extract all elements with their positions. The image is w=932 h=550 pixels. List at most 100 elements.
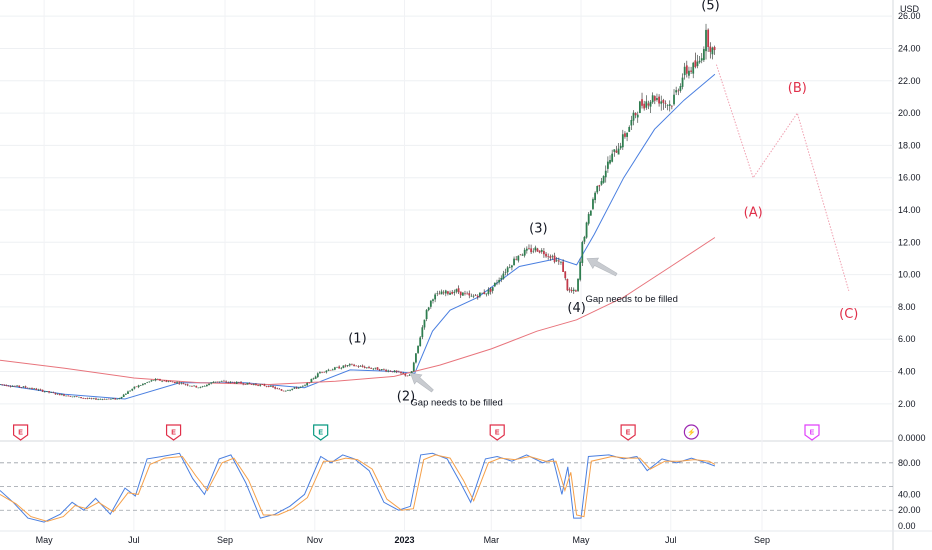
candle-body xyxy=(634,113,637,116)
candle-body xyxy=(5,385,8,386)
candle-body xyxy=(327,369,330,371)
candle-body xyxy=(685,65,688,74)
candle-body xyxy=(651,95,654,103)
candle-body xyxy=(233,382,236,384)
price-tick-label: 20.00 xyxy=(898,108,921,118)
time-tick-label: Jul xyxy=(128,535,140,545)
annotation-text: Gap needs to be filled xyxy=(585,294,677,305)
candle-body xyxy=(242,383,245,385)
moving-average-line xyxy=(0,73,716,400)
candle-body xyxy=(385,369,387,372)
candle-body xyxy=(489,288,492,292)
candle-body xyxy=(56,393,59,395)
candle-body xyxy=(464,293,466,294)
candle-body xyxy=(365,367,368,369)
candle-body xyxy=(705,29,707,52)
stochastic-lines xyxy=(0,452,716,523)
candle-body xyxy=(713,46,716,51)
candle-body xyxy=(323,371,326,373)
candle-body xyxy=(257,384,259,386)
candle-body xyxy=(359,366,362,367)
candle-body xyxy=(668,104,671,106)
candle-body xyxy=(9,386,12,387)
oscillator-tick-label: 0.00 xyxy=(898,521,916,531)
event-marker[interactable]: E xyxy=(489,424,505,441)
candle-body xyxy=(325,370,328,373)
candle-body xyxy=(0,384,1,385)
candle-body xyxy=(114,398,117,400)
time-tick-label: May xyxy=(573,535,591,545)
candle-body xyxy=(447,291,449,294)
candle-body xyxy=(184,384,187,385)
candle-body xyxy=(470,295,473,297)
candle-body xyxy=(291,388,294,390)
candle-body xyxy=(459,291,462,296)
candle-body xyxy=(284,390,287,392)
candle-body xyxy=(16,385,18,387)
candle-body xyxy=(397,371,400,373)
candle-body xyxy=(218,381,221,383)
candle-body xyxy=(709,46,712,52)
candle-body xyxy=(511,265,513,268)
candle-body xyxy=(577,278,579,292)
candle-body xyxy=(259,384,262,386)
candle-body xyxy=(163,380,166,382)
event-label: E xyxy=(810,430,815,437)
candle-body xyxy=(274,387,277,389)
candle-body xyxy=(331,369,334,371)
candle-body xyxy=(517,255,520,261)
candle-body xyxy=(314,376,317,379)
event-marker[interactable]: E xyxy=(313,424,329,441)
candle-body xyxy=(240,381,242,384)
candle-body xyxy=(92,398,95,399)
candle-body xyxy=(267,385,270,387)
candle-body xyxy=(131,388,134,391)
event-marker[interactable]: E xyxy=(620,424,636,441)
candle-body xyxy=(566,278,569,291)
event-marker[interactable]: E xyxy=(165,424,182,441)
candle-body xyxy=(572,289,575,291)
candle-body xyxy=(137,385,140,388)
candle-body xyxy=(203,386,206,387)
candle-body xyxy=(127,391,129,394)
candle-body xyxy=(129,390,132,392)
candles xyxy=(0,23,716,401)
candle-body xyxy=(22,386,25,388)
candle-body xyxy=(71,396,74,398)
candle-body xyxy=(421,327,424,338)
candle-body xyxy=(261,384,264,385)
candle-body xyxy=(237,382,240,383)
candle-body xyxy=(391,371,394,373)
candle-body xyxy=(3,384,6,386)
candle-body xyxy=(645,101,648,108)
event-marker[interactable]: E xyxy=(12,424,29,441)
candle-body xyxy=(683,66,686,76)
candle-body xyxy=(417,345,419,353)
event-markers[interactable]: E E E E E ⚡ E xyxy=(12,424,820,441)
event-marker[interactable]: ⚡ xyxy=(683,424,699,440)
candle-body xyxy=(474,295,477,296)
candle-body xyxy=(156,378,159,380)
price-tick-label: 8.00 xyxy=(898,302,916,312)
candle-body xyxy=(545,253,547,257)
candle-body xyxy=(176,382,178,384)
candle-body xyxy=(65,395,68,397)
candle-body xyxy=(299,386,302,388)
candle-body xyxy=(583,237,586,242)
candle-body xyxy=(11,386,14,387)
oscillator-axis: 0.00 20.00 40.00 80.00 xyxy=(898,458,921,531)
moving-average-lines xyxy=(0,73,716,400)
candle-body xyxy=(658,96,660,104)
candle-body xyxy=(598,185,601,187)
event-earnings-icon xyxy=(489,424,505,441)
event-marker[interactable]: E xyxy=(804,424,820,441)
candle-body xyxy=(626,132,628,137)
candle-body xyxy=(118,398,121,399)
candle-body xyxy=(600,181,603,185)
candle-body xyxy=(594,192,596,201)
candle-body xyxy=(425,310,428,320)
candle-body xyxy=(205,384,208,386)
candle-body xyxy=(269,385,272,387)
